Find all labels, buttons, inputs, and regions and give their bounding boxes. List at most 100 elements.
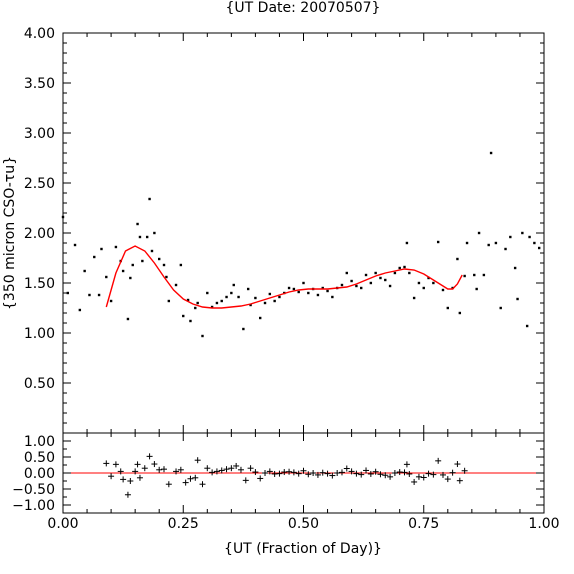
data-point bbox=[263, 301, 267, 305]
data-point bbox=[129, 276, 132, 280]
residual-point bbox=[124, 491, 131, 498]
data-point bbox=[210, 305, 214, 309]
residual-point bbox=[406, 470, 413, 477]
residual-point bbox=[177, 466, 184, 473]
data-point bbox=[145, 235, 149, 239]
residual-point bbox=[213, 468, 220, 475]
data-point bbox=[456, 257, 459, 261]
residual-y-tick-label: 0.50 bbox=[24, 450, 55, 466]
residual-point bbox=[310, 470, 317, 476]
data-point bbox=[182, 314, 185, 318]
residual-point bbox=[262, 470, 269, 476]
data-point bbox=[73, 243, 77, 247]
residual-y-axis-ticks: −1.00−0.500.000.501.00 bbox=[12, 432, 544, 514]
residual-point bbox=[372, 468, 379, 475]
data-point bbox=[93, 255, 96, 259]
data-point bbox=[393, 271, 397, 275]
chart-title: {UT Date: 20070507} bbox=[226, 0, 381, 16]
residual-point bbox=[199, 481, 206, 488]
residual-point bbox=[363, 467, 370, 474]
residual-point bbox=[367, 470, 374, 477]
data-point bbox=[249, 303, 252, 307]
data-point bbox=[441, 288, 445, 292]
data-point bbox=[364, 273, 368, 277]
residual-point bbox=[439, 471, 446, 478]
data-point bbox=[489, 151, 493, 155]
data-point bbox=[259, 316, 262, 320]
residual-point bbox=[242, 477, 249, 484]
data-point bbox=[528, 235, 531, 239]
data-point bbox=[374, 271, 377, 275]
data-point bbox=[369, 281, 373, 285]
residual-point bbox=[141, 465, 148, 472]
data-point bbox=[499, 306, 502, 310]
top-y-tick-label: 2.00 bbox=[24, 226, 55, 242]
residual-x-axis-ticks: 0.00 0.25 0.50 0.75 1.00 bbox=[47, 433, 560, 532]
residual-point bbox=[276, 470, 283, 477]
data-point bbox=[302, 281, 305, 285]
residual-point bbox=[108, 473, 115, 480]
data-point bbox=[487, 243, 490, 247]
data-point bbox=[61, 215, 65, 219]
data-point bbox=[494, 241, 498, 245]
top-y-tick-label: 3.00 bbox=[24, 126, 55, 142]
data-point bbox=[126, 317, 130, 321]
data-point bbox=[340, 283, 344, 287]
data-point bbox=[422, 286, 425, 290]
residual-y-tick-label: −0.50 bbox=[12, 482, 55, 498]
data-point bbox=[220, 299, 223, 303]
data-point bbox=[537, 246, 541, 250]
residual-point bbox=[415, 473, 422, 480]
data-point bbox=[109, 299, 113, 303]
data-point bbox=[417, 281, 421, 285]
data-point bbox=[473, 273, 476, 277]
residual-point bbox=[252, 469, 259, 476]
residual-point bbox=[156, 466, 163, 473]
data-point bbox=[206, 291, 209, 295]
data-point bbox=[230, 291, 233, 295]
residual-point bbox=[444, 476, 451, 483]
residual-point bbox=[161, 466, 168, 473]
data-point bbox=[513, 266, 517, 270]
residual-point bbox=[120, 476, 127, 483]
data-point bbox=[225, 295, 228, 299]
data-point bbox=[138, 235, 142, 239]
data-point bbox=[179, 263, 183, 267]
top-y-tick-label: 3.50 bbox=[24, 76, 55, 92]
x-axis-label: {UT (Fraction of Day)} bbox=[224, 541, 382, 557]
residual-point bbox=[314, 471, 321, 478]
residual-point bbox=[329, 472, 336, 479]
residual-point bbox=[300, 467, 307, 474]
residual-point bbox=[420, 474, 427, 481]
top-y-tick-label: 1.00 bbox=[24, 326, 55, 342]
residual-point bbox=[218, 467, 225, 474]
data-point bbox=[194, 306, 197, 310]
data-point bbox=[509, 235, 512, 239]
data-point bbox=[268, 292, 272, 296]
residual-point bbox=[324, 470, 331, 477]
residual-point bbox=[403, 461, 410, 468]
residual-point bbox=[290, 469, 297, 476]
data-point bbox=[136, 222, 139, 226]
data-point bbox=[307, 291, 310, 295]
data-point bbox=[292, 287, 296, 291]
residual-panel: −1.00−0.500.000.501.00 0.00 0.25 0.50 0.75 1… bbox=[12, 432, 560, 557]
data-point bbox=[326, 289, 329, 293]
data-point bbox=[446, 306, 449, 310]
x-tick-label: 0.00 bbox=[47, 516, 78, 532]
residual-point bbox=[192, 474, 199, 481]
data-point bbox=[465, 241, 469, 245]
data-point bbox=[196, 301, 199, 305]
residual-point bbox=[182, 479, 189, 486]
residual-point bbox=[165, 481, 172, 488]
residual-point bbox=[401, 469, 408, 476]
data-point bbox=[242, 327, 245, 331]
data-point bbox=[482, 273, 486, 277]
data-point bbox=[246, 287, 250, 291]
residual-point bbox=[209, 469, 216, 476]
data-point bbox=[504, 247, 507, 251]
residual-point bbox=[194, 457, 201, 464]
data-point bbox=[273, 299, 276, 303]
residual-point bbox=[461, 467, 468, 474]
